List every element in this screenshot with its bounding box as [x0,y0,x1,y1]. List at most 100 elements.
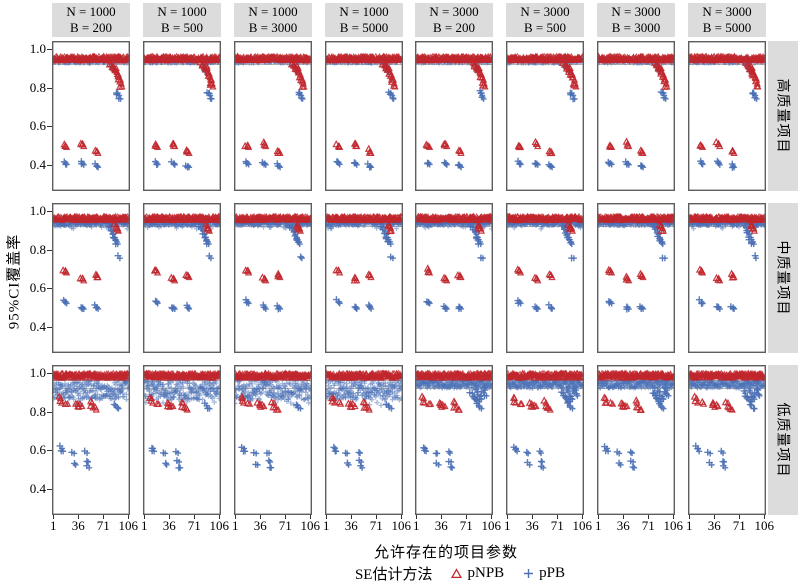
panel-r3-c6 [506,365,584,515]
x-axis-title-row: 允许存在的项目参数 [0,541,800,562]
panel-canvas [506,41,584,191]
panel-canvas [234,203,312,353]
x-tick-label: 1 [141,518,148,533]
triangle-marker-icon [451,568,463,579]
col-facet-line2: B = 3000 [248,20,298,35]
x-tick-mark [623,515,625,519]
y-tick-label: 0.6 [29,442,46,458]
x-tick-mark [235,515,237,519]
x-tick-label: 36 [71,518,85,533]
x-tick-label: 36 [434,518,448,533]
panel-r1-c3 [234,41,312,191]
x-tick-mark [491,515,493,519]
panel-canvas [52,41,130,191]
y-tick-label: 1.0 [29,203,46,218]
x-tick-mark [285,515,287,519]
panel-r2-c2 [143,203,221,353]
y-tick-mark [47,489,52,490]
panel-r3-c1 [52,365,130,515]
x-tick-mark [689,515,691,519]
x-tick-mark [219,515,221,519]
x-tick-label: 106 [300,518,321,533]
panel-r1-c7 [597,41,675,191]
x-tick-label: 36 [162,518,176,533]
col-facet-line2: B = 200 [69,20,112,35]
y-tick-mark [47,49,52,50]
y-tick-mark [47,165,52,166]
x-tick-mark [78,515,80,519]
x-tick-mark [739,515,741,519]
panel-canvas [325,41,403,191]
x-tick-mark [169,515,171,519]
x-tick-label: 106 [754,518,775,533]
y-tick-label: 0.8 [29,241,46,257]
panel-r2-c4 [325,203,403,353]
row-facet-label: 高质量项目 [774,78,789,154]
panel-r2-c6 [506,203,584,353]
panel-canvas [415,41,493,191]
panel-canvas [415,203,493,353]
x-tick-mark [103,515,105,519]
x-tick-mark [673,515,675,519]
x-tick-label: 106 [391,518,412,533]
x-tick-mark [53,515,55,519]
panel-r2-c7 [597,203,675,353]
x-tick-label: 36 [616,518,630,533]
y-tick-mark [47,288,52,290]
x-tick-label: 106 [118,518,139,533]
x-tick-label: 71 [96,518,110,533]
x-tick-mark [648,515,650,519]
x-tick-label: 71 [278,518,292,533]
col-facet-line2: B = 200 [432,20,475,35]
panel-canvas [506,203,584,353]
x-tick-label: 106 [663,518,684,533]
x-tick-label: 106 [481,518,502,533]
y-tick-mark [47,211,52,212]
y-tick-mark [47,87,52,89]
y-tick-mark [47,126,52,128]
y-tick-label: 0.4 [29,157,46,172]
x-tick-mark [714,515,716,519]
x-tick-label: 1 [232,518,239,533]
panel-canvas [688,365,766,515]
panel-r2-c5 [415,203,493,353]
y-tick-mark [47,327,52,328]
y-tick-mark [47,249,52,251]
x-tick-label: 36 [253,518,267,533]
col-facet-line2: B = 3000 [611,20,661,35]
x-tick-label: 36 [707,518,721,533]
panel-r3-c4 [325,365,403,515]
y-tick-label: 1.0 [29,41,46,56]
panel-canvas [688,41,766,191]
x-tick-label: 71 [550,518,564,533]
x-tick-label: 1 [323,518,330,533]
panel-canvas [143,365,221,515]
col-facet-strip: N = 3000 B = 500 [506,3,584,37]
col-facet-line2: B = 5000 [702,20,752,35]
panel-r2-c1 [52,203,130,353]
x-tick-label: 71 [459,518,473,533]
panel-canvas [597,41,675,191]
x-tick-label: 1 [595,518,602,533]
panel-canvas [325,365,403,515]
panel-r1-c4 [325,41,403,191]
row-facet-label: 中质量项目 [774,240,789,316]
panel-canvas [143,41,221,191]
panel-r3-c3 [234,365,312,515]
x-tick-mark [326,515,328,519]
panel-canvas [597,365,675,515]
col-facet-line1: N = 1000 [339,4,389,19]
x-tick-mark [128,515,130,519]
col-facet-line1: N = 1000 [248,4,298,19]
y-tick-label: 0.8 [29,79,46,95]
y-tick-label: 0.4 [29,319,46,334]
y-tick-mark [47,450,52,452]
y-tick-mark [47,411,52,413]
panel-r3-c7 [597,365,675,515]
panel-r1-c2 [143,41,221,191]
x-tick-label: 1 [50,518,57,533]
panel-r2-c3 [234,203,312,353]
panel-canvas [688,203,766,353]
x-axis-title: 允许存在的项目参数 [373,545,518,561]
